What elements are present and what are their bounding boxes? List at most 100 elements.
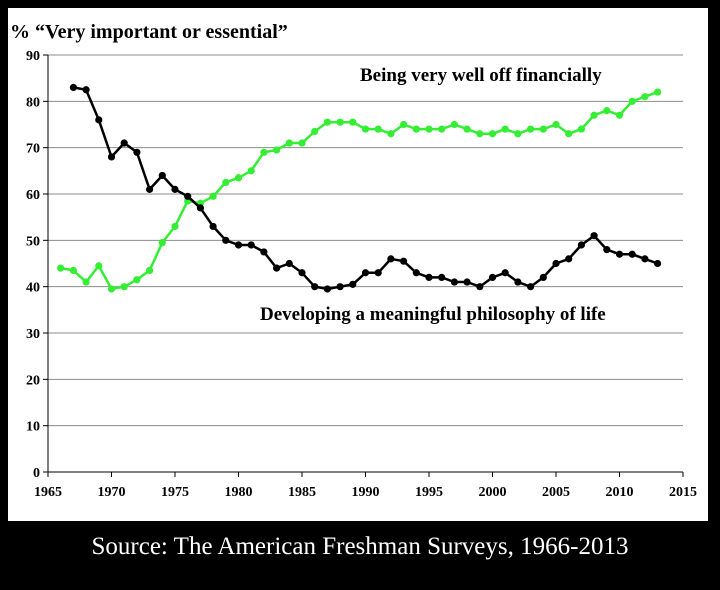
data-point-1-2003	[527, 283, 535, 291]
data-point-1-2012	[641, 255, 649, 263]
data-point-0-1988	[336, 118, 344, 126]
data-point-1-1973	[146, 185, 154, 193]
data-point-1-1982	[260, 248, 268, 256]
x-tick-label-1985: 1985	[288, 485, 316, 500]
data-point-0-2012	[641, 93, 649, 101]
data-point-0-1987	[323, 118, 331, 126]
data-point-0-1986	[311, 127, 319, 136]
data-point-0-2000	[488, 130, 497, 138]
y-tick-label-80: 80	[26, 95, 40, 110]
data-point-0-1978	[209, 192, 217, 200]
y-tick-label-70: 70	[26, 142, 40, 157]
data-point-1-1977	[196, 204, 204, 212]
data-point-1-1988	[336, 283, 344, 291]
x-tick-label-1980: 1980	[225, 485, 253, 500]
data-point-1-1992	[387, 255, 395, 263]
x-tick-label-1990: 1990	[352, 485, 380, 500]
x-tick-label-1970: 1970	[98, 485, 126, 500]
x-tick-label-2015: 2015	[669, 485, 697, 500]
y-tick-label-20: 20	[26, 373, 40, 388]
grid-lines	[43, 54, 684, 477]
data-point-1-1968	[82, 86, 90, 94]
x-tick-label-1965: 1965	[34, 485, 62, 500]
series-label-philosophy: Developing a meaningful philosophy of li…	[260, 304, 606, 325]
data-point-1-1975	[171, 185, 179, 193]
x-tick-label-2000: 2000	[479, 485, 507, 500]
y-axis-title: % “Very important or essential”	[10, 21, 288, 43]
axes	[47, 55, 683, 473]
data-point-1-2006	[565, 255, 573, 263]
x-tick-label-1995: 1995	[415, 485, 443, 500]
data-point-1-1997	[450, 278, 458, 286]
data-point-0-1985	[298, 139, 306, 147]
data-point-1-2011	[628, 250, 636, 258]
data-point-1-1978	[209, 222, 217, 231]
data-point-0-1975	[171, 222, 179, 231]
data-point-1-1999	[476, 283, 484, 291]
data-point-1-2002	[514, 278, 522, 286]
data-point-1-1974	[158, 171, 166, 180]
data-point-0-1989	[349, 118, 357, 126]
y-tick-label-90: 90	[26, 49, 40, 64]
data-point-1-1979	[222, 236, 230, 244]
data-point-0-1995	[425, 125, 433, 133]
data-point-1-1989	[349, 280, 357, 288]
data-point-1-2007	[577, 241, 586, 249]
data-point-0-1974	[158, 239, 166, 247]
data-point-1-2009	[603, 246, 611, 254]
data-point-1-1998	[463, 278, 471, 286]
data-point-0-1996	[438, 125, 446, 133]
data-point-1-1994	[412, 269, 420, 277]
data-point-0-2001	[501, 125, 509, 133]
source-caption: Source: The American Freshman Surveys, 1…	[91, 533, 629, 560]
data-point-0-2009	[603, 107, 611, 115]
data-point-0-2004	[539, 125, 547, 133]
y-tick-label-10: 10	[26, 420, 40, 435]
data-point-0-1966	[57, 264, 65, 272]
data-point-0-1998	[463, 125, 471, 133]
data-point-1-1976	[184, 192, 192, 200]
data-point-1-1993	[400, 257, 408, 265]
data-point-0-2005	[552, 120, 560, 129]
data-point-1-2000	[488, 273, 497, 281]
data-point-0-1973	[146, 266, 154, 275]
data-point-1-2004	[539, 273, 547, 281]
data-point-1-1991	[374, 269, 382, 277]
y-tick-label-50: 50	[26, 234, 40, 249]
x-tick-label-2005: 2005	[542, 485, 570, 500]
chart-panel: 0 10 20 30 40 50 60 70 80 90 1965 1970 1975 1980 1985 1…	[8, 8, 708, 521]
data-point-1-1986	[311, 283, 319, 291]
data-point-1-1972	[133, 148, 141, 156]
data-point-0-1993	[400, 120, 408, 129]
data-point-1-1970	[107, 153, 116, 161]
data-point-0-1992	[387, 130, 395, 138]
data-point-0-1999	[476, 130, 484, 138]
data-point-1-1984	[285, 259, 293, 268]
data-point-0-1980	[234, 174, 243, 182]
data-point-0-1969	[95, 262, 103, 270]
data-point-0-1971	[120, 283, 128, 291]
data-point-0-2008	[590, 111, 598, 119]
data-point-0-1972	[133, 276, 141, 284]
data-point-0-2003	[527, 125, 535, 133]
series-label-financially: Being very well off financially	[360, 65, 602, 86]
y-tick-label-40: 40	[26, 281, 40, 296]
y-tick-label-30: 30	[26, 327, 40, 342]
x-tick-label-2010: 2010	[606, 485, 634, 500]
data-point-0-2007	[577, 125, 586, 133]
data-point-1-1985	[298, 269, 306, 277]
data-point-0-2011	[628, 97, 636, 105]
data-point-0-1981	[247, 167, 255, 175]
data-point-1-1983	[273, 264, 281, 272]
data-point-0-1982	[260, 148, 268, 156]
tick-labels: 0 10 20 30 40 50 60 70 80 90 1965 1970 1975 1980 1985 1…	[26, 49, 697, 500]
data-point-0-1997	[450, 120, 458, 129]
data-point-0-1968	[82, 278, 90, 286]
data-point-1-1990	[361, 269, 370, 277]
series	[57, 83, 662, 293]
data-point-1-1980	[234, 241, 243, 249]
data-point-0-2006	[565, 130, 573, 138]
data-point-0-1994	[412, 125, 420, 133]
data-point-1-1995	[425, 273, 433, 281]
data-point-0-2010	[615, 111, 624, 119]
